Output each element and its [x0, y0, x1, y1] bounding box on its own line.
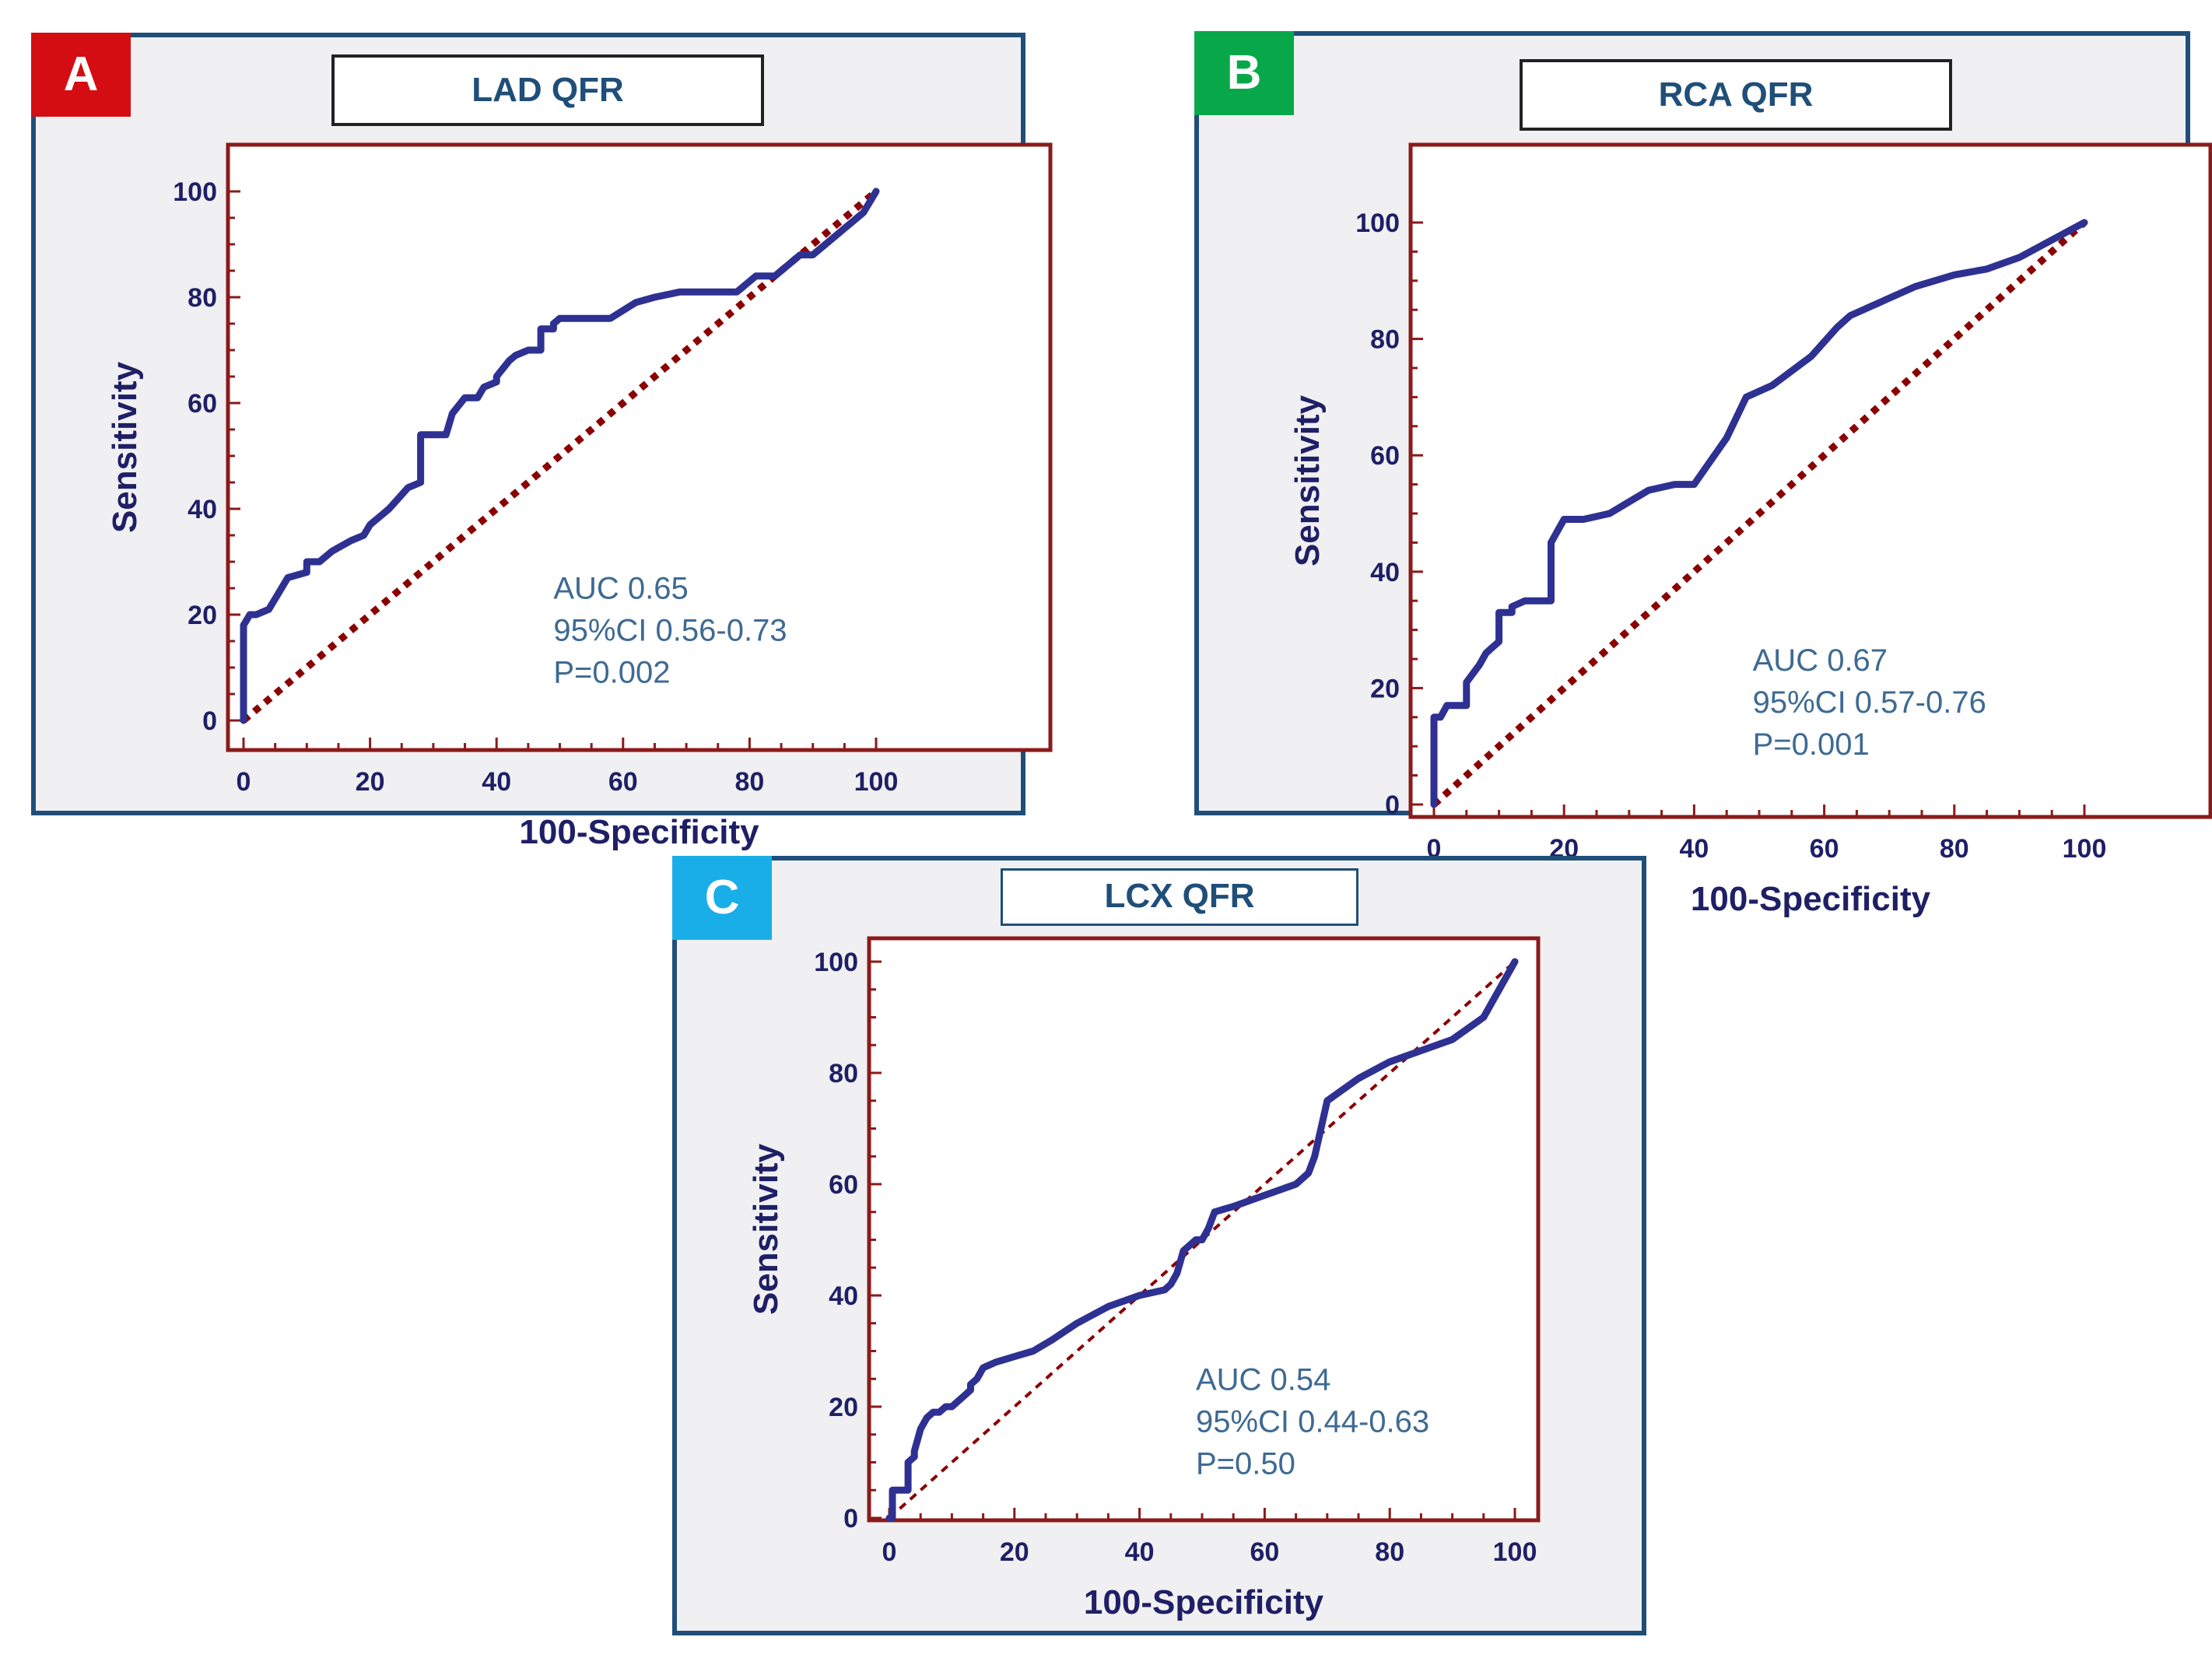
x-tick-label: 80 [1940, 834, 1969, 864]
y-tick-label: 0 [1385, 790, 1400, 820]
y-axis-label: Sensitivity [106, 361, 144, 533]
roc-chart-lcx: 0 20 40 60 80 100 0 20 40 60 80 100 100-Specificity S… [747, 936, 1541, 1621]
stat-annotation: P=0.002 [553, 656, 670, 690]
x-tick-label: 40 [482, 767, 511, 797]
y-tick-label: 20 [829, 1393, 858, 1422]
x-tick-label: 80 [1375, 1537, 1404, 1567]
roc-curve-line [885, 958, 1519, 1522]
y-tick-label: 40 [829, 1281, 858, 1311]
roc-panel-lcx: C LCX QFR 0 20 40 60 80 100 0 20 40 60 80 100 100-Sp… [672, 856, 1646, 1635]
y-axis-label: Sensitivity [1288, 394, 1327, 566]
chart-title: RCA QFR [1520, 59, 1952, 131]
y-tick-label: 40 [1370, 558, 1400, 587]
x-tick-label: 60 [1250, 1537, 1279, 1567]
x-tick-label: 80 [734, 767, 764, 797]
y-tick-label: 60 [1370, 441, 1400, 471]
y-axis-label: Sensitivity [747, 1143, 785, 1315]
reference-diagonal-line [1431, 219, 2088, 808]
x-tick-label: 40 [1125, 1537, 1155, 1567]
stat-annotation: AUC 0.54 [1196, 1363, 1330, 1397]
x-axis-label: 100-Specificity [1084, 1583, 1324, 1621]
y-tick-label: 20 [188, 601, 217, 630]
y-tick-label: 40 [188, 495, 217, 524]
stat-annotation: P=0.50 [1196, 1447, 1295, 1481]
roc-curve-line [1430, 219, 2088, 808]
x-tick-label: 60 [1810, 834, 1839, 864]
stat-annotation: AUC 0.67 [1753, 643, 1888, 678]
stat-annotation: 95%CI 0.57-0.76 [1753, 685, 1986, 720]
panel-badge: B [1194, 31, 1294, 115]
stat-annotation: 95%CI 0.44-0.63 [1196, 1405, 1429, 1439]
stat-annotation: 95%CI 0.56-0.73 [553, 614, 787, 648]
y-tick-label: 80 [1370, 325, 1400, 355]
y-tick-label: 80 [188, 283, 217, 313]
y-tick-label: 60 [188, 389, 217, 419]
panel-badge: C [672, 856, 772, 940]
x-tick-label: 100 [1493, 1537, 1537, 1567]
chart-title: LCX QFR [1001, 868, 1358, 926]
roc-curve-line [240, 188, 880, 724]
x-tick-label: 0 [237, 767, 251, 797]
reference-diagonal-line [241, 188, 878, 724]
chart-title: LAD QFR [331, 54, 764, 126]
x-tick-label: 100 [2063, 834, 2107, 864]
plot-frame [1408, 142, 2212, 819]
y-tick-label: 100 [1355, 209, 1400, 238]
plot-frame [226, 142, 1053, 752]
y-tick-label: 100 [173, 177, 217, 207]
stat-annotation: P=0.001 [1753, 727, 1870, 762]
x-tick-label: 20 [356, 767, 385, 797]
plot-frame [867, 936, 1541, 1523]
roc-panel-rca: B RCA QFR 0 20 40 60 80 100 0 20 40 60 80 100 100-Sp… [1194, 31, 2212, 918]
roc-panel-lad: A LAD QFR 0 20 40 60 80 100 0 20 40 60 80 100 100-Sp… [31, 33, 1053, 851]
x-axis-label: 100-Specificity [1691, 880, 1931, 918]
stat-annotation: AUC 0.65 [553, 572, 688, 606]
x-tick-label: 40 [1679, 834, 1709, 864]
x-axis-label: 100-Specificity [519, 813, 759, 851]
x-tick-label: 60 [608, 767, 638, 797]
y-tick-label: 100 [814, 948, 858, 977]
y-tick-label: 60 [829, 1170, 858, 1200]
y-tick-label: 80 [829, 1059, 858, 1088]
y-tick-label: 0 [843, 1504, 858, 1534]
roc-chart-lad: 0 20 40 60 80 100 0 20 40 60 80 100 100-Specificity S… [106, 142, 1053, 851]
y-tick-label: 0 [202, 706, 217, 736]
x-tick-label: 0 [882, 1537, 897, 1567]
panel-badge: A [31, 33, 131, 117]
x-tick-label: 100 [854, 767, 899, 797]
y-tick-label: 20 [1370, 674, 1400, 703]
x-tick-label: 20 [1000, 1537, 1029, 1567]
